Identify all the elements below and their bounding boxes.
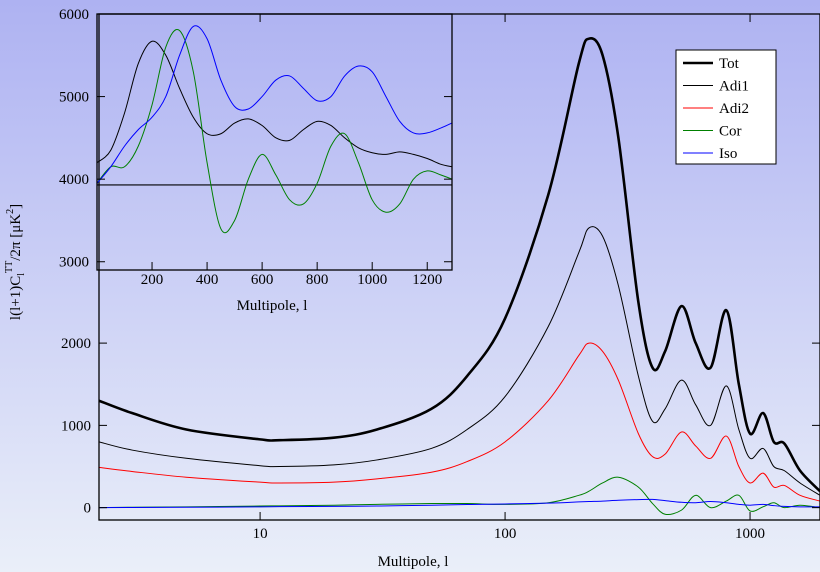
x-tick-label: 200: [141, 272, 164, 288]
legend-label: Tot: [719, 56, 740, 72]
plot-frame: [98, 13, 820, 521]
x-tick-label: 600: [251, 272, 274, 288]
x-tick-label: 800: [306, 272, 329, 288]
x-tick-label: 400: [196, 272, 219, 288]
y-label-part: ]: [8, 204, 24, 209]
legend-label: Adi2: [719, 101, 749, 117]
legend-label: Iso: [719, 146, 737, 162]
y-label-part: l: [16, 273, 27, 276]
plot-lines: [99, 37, 820, 516]
y-label-part: 2: [5, 209, 16, 214]
y-tick-label: 0: [84, 501, 92, 517]
series-line: [97, 40, 452, 168]
legend-label: Cor: [719, 124, 742, 140]
y-axis-label: l(l+1)ClTT/2π [μK2]: [4, 204, 27, 320]
y-label-part: l(l+1)C: [8, 276, 24, 320]
x-tick-label: 1200: [412, 272, 442, 288]
inset-x-axis-label: Multipole, l: [237, 298, 308, 314]
series-line: [97, 25, 452, 184]
plot-frame: [96, 13, 453, 271]
y-label-part: TT: [4, 261, 15, 273]
x-axis-label: Multipole, l: [378, 554, 449, 570]
legend-label: Adi1: [719, 79, 749, 95]
y-tick-label: 2000: [61, 336, 91, 352]
x-tick-label: 100: [494, 526, 517, 542]
x-tick-label: 1000: [735, 526, 765, 542]
y-tick-label: 4000: [59, 172, 89, 188]
series-line: [99, 476, 820, 516]
x-tick-label: 10: [253, 526, 268, 542]
series-line: [99, 498, 820, 509]
legend-box: [675, 49, 777, 165]
series-line: [99, 37, 820, 493]
y-tick-label: 3000: [59, 255, 89, 271]
series-line: [99, 342, 820, 502]
y-label-part: /2π [μK: [8, 214, 24, 261]
plot-lines: [97, 25, 452, 234]
series-line: [97, 29, 452, 234]
y-tick-label: 5000: [59, 90, 89, 106]
x-tick-label: 1000: [357, 272, 387, 288]
y-tick-label: 6000: [59, 7, 89, 23]
series-line: [99, 226, 820, 496]
y-tick-label: 1000: [61, 418, 91, 434]
